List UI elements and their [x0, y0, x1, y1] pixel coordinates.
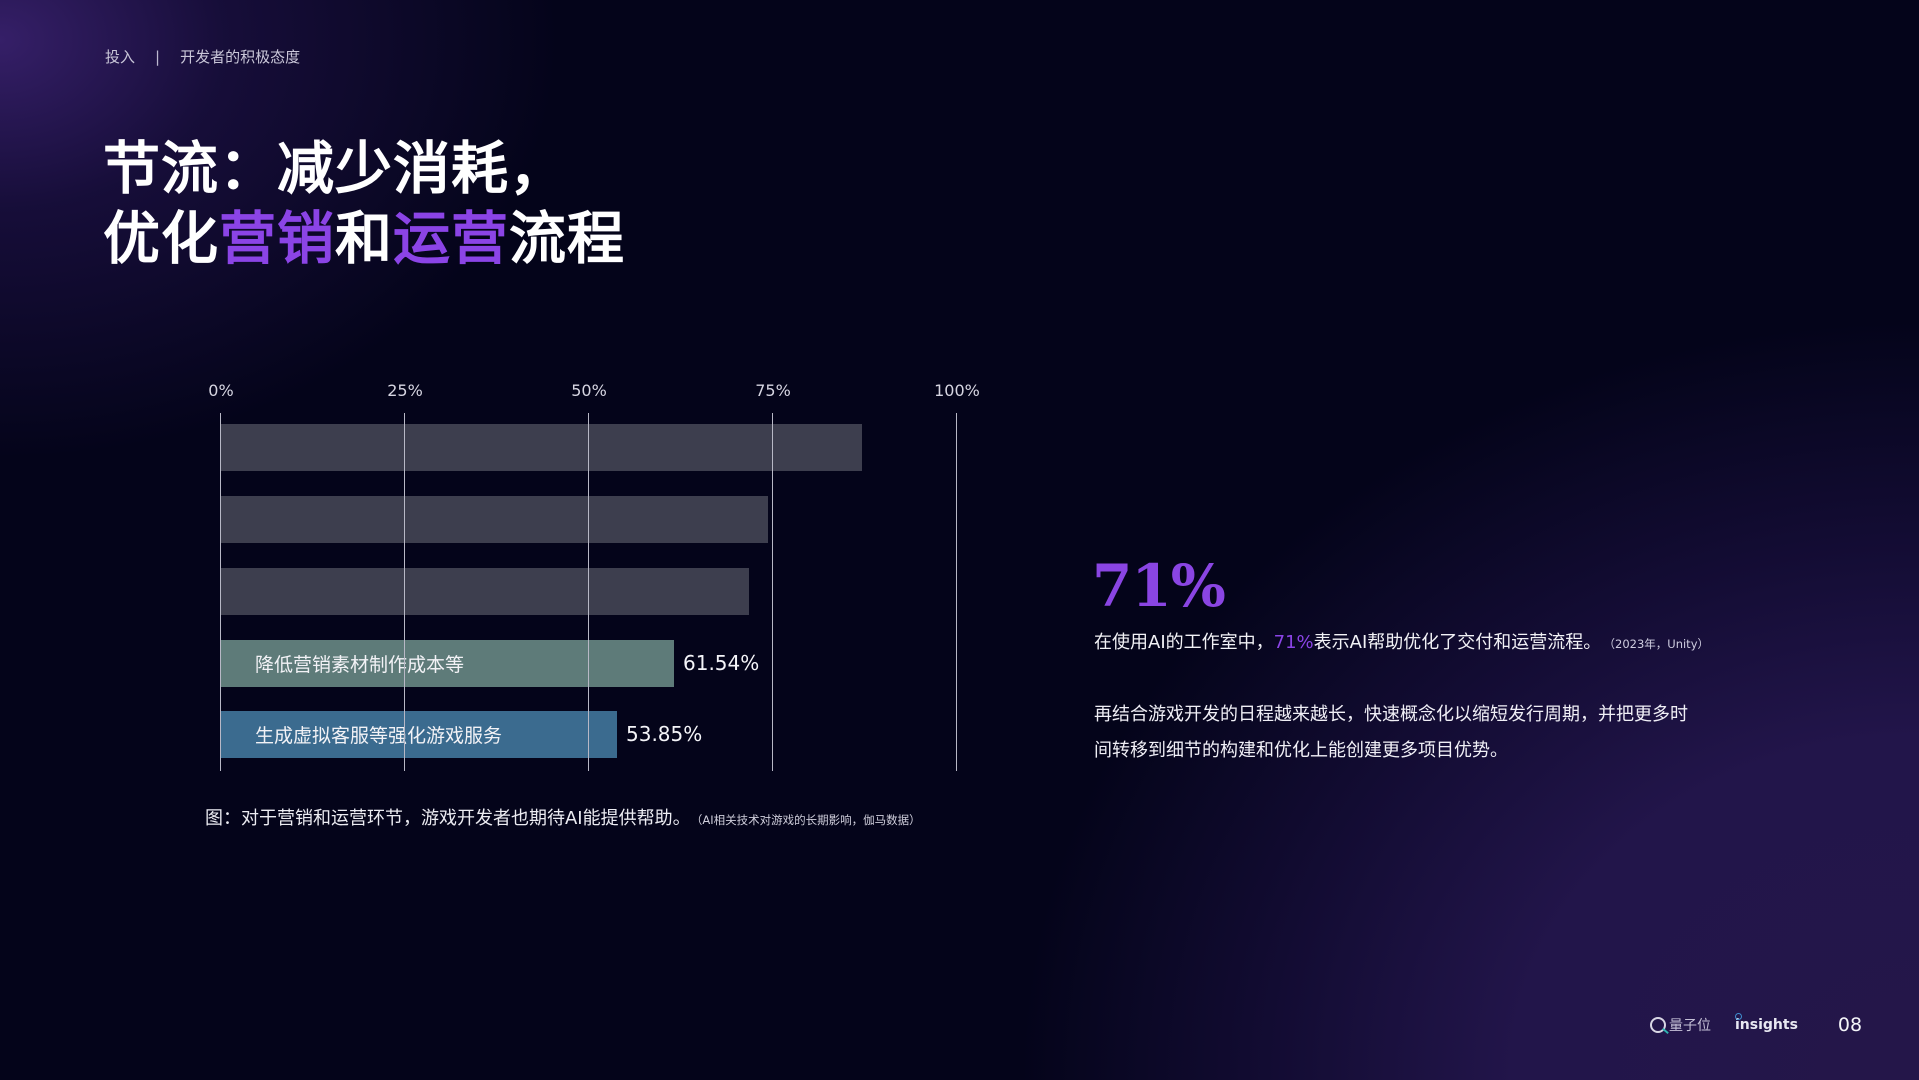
footer: 量子位 insights 08 — [1650, 1012, 1862, 1038]
title-text: 流程 — [509, 206, 625, 272]
stat-text: 在使用AI的工作室中， — [1094, 632, 1274, 653]
gridline-25 — [404, 413, 405, 771]
title-line-1: 节流：减少消耗， — [103, 136, 567, 202]
x-tick-50: 50% — [571, 381, 607, 400]
bar-1 — [221, 424, 862, 471]
stat-value: 71% — [1092, 552, 1226, 620]
brand-logo: 量子位 — [1650, 1015, 1711, 1035]
breadcrumb-separator: | — [155, 47, 161, 66]
bar-5: 生成虚拟客服等强化游戏服务 — [221, 711, 617, 758]
bar-label: 降低营销素材制作成本等 — [255, 654, 465, 676]
bar-3 — [221, 568, 749, 615]
brand-name: 量子位 — [1669, 1018, 1711, 1034]
breadcrumb-section: 投入 — [105, 48, 136, 66]
bar-label: 生成虚拟客服等强化游戏服务 — [255, 725, 503, 747]
stat-source: （2023年，Unity） — [1609, 637, 1709, 651]
title-line-2: 优化营销和运营流程 — [103, 204, 625, 274]
insights-logo: insights — [1735, 1013, 1798, 1033]
title-text: 优化 — [103, 206, 219, 272]
page-number: 08 — [1837, 1014, 1863, 1036]
page-title: 节流：减少消耗， 优化营销和运营流程 — [103, 134, 625, 274]
x-tick-100: 100% — [934, 381, 980, 400]
x-tick-75: 75% — [755, 381, 791, 400]
breadcrumb: 投入 | 开发者的积极态度 — [105, 46, 300, 67]
caption-source: （AI相关技术对游戏的长期影响，伽马数据） — [696, 813, 921, 827]
caption-text: 图：对于营销和运营环节，游戏开发者也期待AI能提供帮助。 — [205, 808, 691, 829]
title-highlight-marketing: 营销 — [219, 206, 335, 272]
gridline-75 — [772, 413, 773, 771]
body-line-1: 再结合游戏开发的日程越来越长，快速概念化以缩短发行周期，并把更多时 — [1094, 704, 1688, 725]
gridline-100 — [956, 413, 957, 771]
breadcrumb-subsection: 开发者的积极态度 — [180, 48, 301, 66]
stat-description: 在使用AI的工作室中，71%表示AI帮助优化了交付和运营流程。 （2023年，Un… — [1094, 628, 1709, 654]
x-tick-25: 25% — [387, 381, 423, 400]
bar-4-value: 61.54% — [683, 651, 760, 675]
bar-chart: 0% 25% 50% 75% 100% 降低营销素材制作成本等 61.54% 生… — [0, 0, 1000, 860]
title-highlight-operations: 运营 — [393, 206, 509, 272]
qbitai-logo-icon — [1650, 1017, 1666, 1033]
title-text: 和 — [335, 206, 393, 272]
gridline-50 — [588, 413, 589, 771]
x-tick-0: 0% — [208, 381, 234, 400]
bar-5-value: 53.85% — [626, 722, 703, 746]
chart-caption: 图：对于营销和运营环节，游戏开发者也期待AI能提供帮助。 （AI相关技术对游戏的长… — [205, 804, 921, 830]
body-paragraph: 再结合游戏开发的日程越来越长，快速概念化以缩短发行周期，并把更多时 间转移到细节… — [1094, 697, 1794, 769]
stat-highlight: 71% — [1273, 632, 1314, 653]
gridline-0 — [220, 413, 221, 771]
bar-4: 降低营销素材制作成本等 — [221, 640, 674, 687]
body-line-2: 间转移到细节的构建和优化上能创建更多项目优势。 — [1094, 740, 1508, 761]
stat-text: 表示AI帮助优化了交付和运营流程。 — [1313, 632, 1602, 653]
bar-2 — [221, 496, 768, 543]
